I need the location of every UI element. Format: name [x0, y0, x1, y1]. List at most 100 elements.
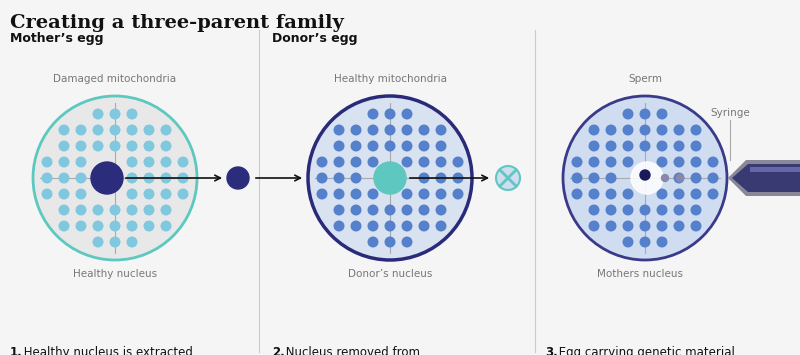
Circle shape [143, 157, 154, 168]
Text: Donor’s egg: Donor’s egg [272, 32, 358, 45]
Circle shape [350, 157, 362, 168]
Circle shape [622, 204, 634, 215]
Text: Nucleus removed from
healthy donor egg and replaced
with mother’s nucleus: Nucleus removed from healthy donor egg a… [282, 346, 472, 355]
Circle shape [418, 173, 430, 184]
Circle shape [657, 189, 667, 200]
Circle shape [334, 173, 345, 184]
Circle shape [178, 157, 189, 168]
Circle shape [42, 189, 53, 200]
Circle shape [657, 109, 667, 120]
Circle shape [453, 157, 463, 168]
Circle shape [674, 173, 685, 184]
Circle shape [93, 204, 103, 215]
Circle shape [571, 189, 582, 200]
Circle shape [435, 189, 446, 200]
Circle shape [606, 173, 617, 184]
Circle shape [606, 204, 617, 215]
Circle shape [402, 189, 413, 200]
Circle shape [563, 96, 727, 260]
Circle shape [334, 141, 345, 152]
Circle shape [402, 109, 413, 120]
Circle shape [367, 220, 378, 231]
Circle shape [385, 125, 395, 136]
Circle shape [657, 141, 667, 152]
Circle shape [143, 125, 154, 136]
Circle shape [674, 141, 685, 152]
Circle shape [639, 141, 650, 152]
Circle shape [589, 157, 599, 168]
Circle shape [690, 157, 702, 168]
Circle shape [367, 141, 378, 152]
Circle shape [143, 204, 154, 215]
Circle shape [178, 173, 189, 184]
Circle shape [161, 220, 171, 231]
Circle shape [385, 109, 395, 120]
Circle shape [161, 189, 171, 200]
Circle shape [571, 173, 582, 184]
Circle shape [91, 162, 123, 194]
Text: Healthy mitochondria: Healthy mitochondria [334, 74, 446, 84]
Circle shape [75, 125, 86, 136]
Circle shape [690, 220, 702, 231]
Circle shape [418, 141, 430, 152]
Circle shape [657, 157, 667, 168]
Circle shape [75, 141, 86, 152]
Circle shape [161, 204, 171, 215]
Circle shape [93, 220, 103, 231]
Circle shape [589, 173, 599, 184]
Circle shape [227, 167, 249, 189]
Circle shape [622, 141, 634, 152]
Circle shape [622, 220, 634, 231]
Circle shape [350, 189, 362, 200]
Circle shape [126, 157, 138, 168]
Circle shape [606, 141, 617, 152]
Circle shape [435, 173, 446, 184]
Circle shape [622, 189, 634, 200]
Circle shape [622, 125, 634, 136]
Circle shape [317, 189, 327, 200]
Circle shape [496, 166, 520, 190]
Circle shape [589, 204, 599, 215]
Circle shape [657, 204, 667, 215]
Circle shape [143, 141, 154, 152]
Circle shape [350, 173, 362, 184]
Circle shape [367, 189, 378, 200]
Circle shape [334, 157, 345, 168]
Circle shape [33, 96, 197, 260]
Circle shape [402, 141, 413, 152]
Circle shape [374, 162, 406, 194]
Polygon shape [732, 164, 800, 192]
Circle shape [334, 189, 345, 200]
Circle shape [75, 157, 86, 168]
Circle shape [334, 220, 345, 231]
Circle shape [589, 189, 599, 200]
Circle shape [622, 236, 634, 247]
Circle shape [622, 157, 634, 168]
Circle shape [418, 157, 430, 168]
Circle shape [350, 141, 362, 152]
Circle shape [42, 157, 53, 168]
Circle shape [639, 236, 650, 247]
Circle shape [453, 173, 463, 184]
Circle shape [317, 173, 327, 184]
Circle shape [367, 204, 378, 215]
Circle shape [385, 220, 395, 231]
Circle shape [690, 125, 702, 136]
Circle shape [674, 157, 685, 168]
Circle shape [402, 125, 413, 136]
Text: Creating a three-parent family: Creating a three-parent family [10, 14, 344, 32]
Polygon shape [728, 160, 800, 196]
Circle shape [161, 173, 171, 184]
Circle shape [589, 220, 599, 231]
Circle shape [571, 157, 582, 168]
Circle shape [308, 96, 472, 260]
Circle shape [402, 204, 413, 215]
Circle shape [93, 109, 103, 120]
Circle shape [317, 157, 327, 168]
Circle shape [126, 141, 138, 152]
Circle shape [606, 157, 617, 168]
Circle shape [350, 204, 362, 215]
Circle shape [75, 173, 86, 184]
Circle shape [58, 141, 70, 152]
Circle shape [126, 173, 138, 184]
